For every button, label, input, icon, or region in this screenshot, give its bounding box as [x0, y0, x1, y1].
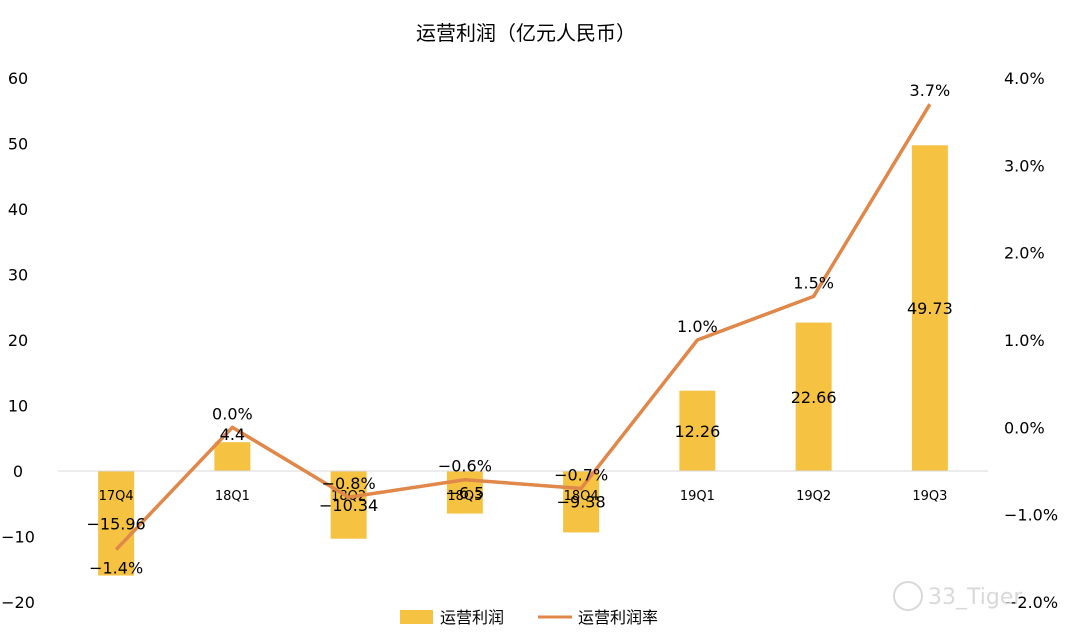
line-data-label: 1.0% [677, 317, 718, 336]
line-data-labels: −1.4% 0.0% −0.8% −0.6% −0.7% 1.0% 1.5% 3.7% [89, 81, 950, 577]
bar [563, 471, 600, 533]
bar-data-label: −6.5 [445, 483, 484, 502]
watermark-logo-icon [893, 581, 923, 611]
category-label: 19Q3 [912, 489, 947, 504]
left-tick-label: 0 [13, 462, 23, 481]
left-tick-label: 40 [8, 200, 28, 219]
line-path [114, 103, 932, 551]
left-tick-label: −10 [1, 528, 35, 547]
bar [911, 145, 948, 471]
right-tick-label: 1.0% [1004, 331, 1045, 350]
legend: 运营利润 运营利润率 [400, 608, 658, 627]
bar [214, 442, 251, 471]
left-tick-label: 60 [8, 69, 28, 88]
legend-swatch-bar [400, 610, 433, 624]
line-series [114, 103, 932, 551]
bar-series [98, 145, 948, 576]
legend-label-line: 运营利润率 [578, 608, 658, 627]
watermark-text: 33_Tiger [928, 585, 1023, 610]
category-label: 19Q1 [680, 489, 715, 504]
line-data-label: 3.7% [910, 81, 951, 100]
line-data-label: −0.6% [438, 457, 492, 476]
category-labels: 17Q4 18Q1 18Q2 18Q3 18Q4 19Q1 19Q2 19Q3 [99, 489, 948, 504]
line-data-label: −0.8% [322, 474, 376, 493]
bar [98, 471, 135, 576]
line-data-label: −1.4% [89, 559, 143, 578]
bar-data-labels: −15.96 4.4 −10.34 −6.5 −9.38 12.26 22.66 49.73 [87, 299, 953, 533]
legend-label-bar: 运营利润 [440, 608, 504, 627]
bar-data-label: 12.26 [674, 422, 720, 441]
category-label: 17Q4 [99, 489, 134, 504]
bar-data-label: −15.96 [87, 514, 146, 533]
left-tick-label: 50 [8, 135, 28, 154]
bar-data-label: 22.66 [791, 388, 837, 407]
bar [795, 322, 832, 471]
left-tick-label: 10 [8, 397, 28, 416]
bar-data-label: −9.38 [557, 493, 606, 512]
bar-data-label: 49.73 [907, 299, 953, 318]
chart-title: 运营利润（亿元人民币） [416, 21, 636, 45]
right-axis: 4.0% 3.0% 2.0% 1.0% 0.0% −1.0% −2.0% [1004, 69, 1058, 612]
bar-data-label: −10.34 [319, 496, 378, 515]
bar [330, 471, 367, 539]
right-tick-label: −1.0% [1004, 506, 1058, 525]
right-tick-label: 4.0% [1004, 69, 1045, 88]
left-axis: 60 50 40 30 20 10 0 −10 −20 [1, 69, 35, 612]
category-label: 18Q3 [447, 489, 482, 504]
left-tick-label: 20 [8, 331, 28, 350]
right-tick-label: 2.0% [1004, 244, 1045, 263]
category-label: 18Q1 [215, 489, 250, 504]
line-data-label: 0.0% [212, 404, 253, 423]
line-data-label: 1.5% [793, 273, 834, 292]
bar [679, 390, 716, 471]
category-label: 18Q4 [564, 489, 599, 504]
right-tick-label: 0.0% [1004, 418, 1045, 437]
bar-data-label: 4.4 [220, 425, 245, 444]
category-label: 19Q2 [796, 489, 831, 504]
right-tick-label: 3.0% [1004, 156, 1045, 175]
right-tick-label: −2.0% [1004, 593, 1058, 612]
watermark: 33_Tiger [893, 581, 1023, 611]
line-data-label: −0.7% [554, 465, 608, 484]
left-tick-label: −20 [1, 593, 35, 612]
left-tick-label: 30 [8, 266, 28, 285]
